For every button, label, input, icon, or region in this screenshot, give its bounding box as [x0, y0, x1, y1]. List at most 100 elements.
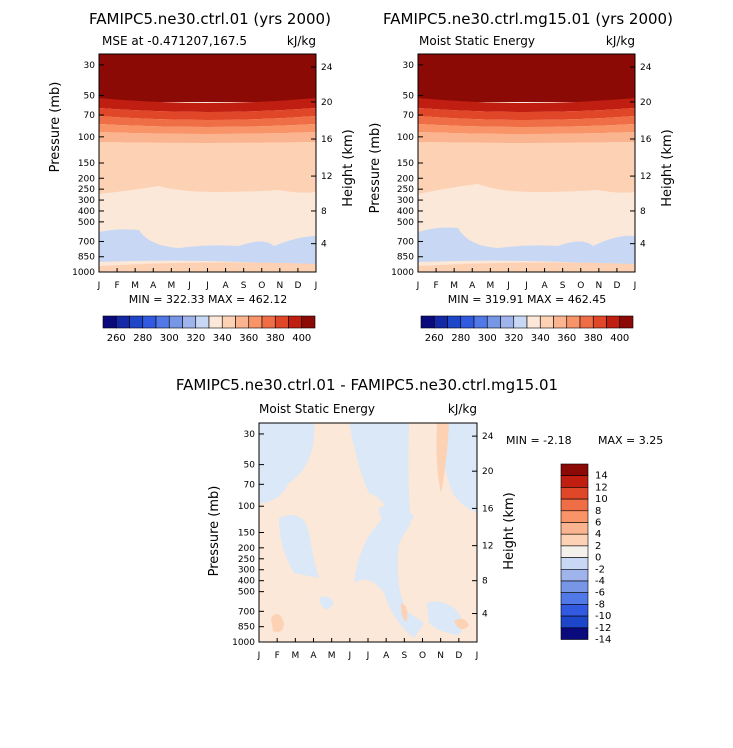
- month-tick-label: F: [275, 651, 280, 661]
- colorbar-swatch: [115, 315, 130, 329]
- colorbar-swatch: [560, 580, 589, 593]
- month-tick-label: S: [401, 651, 407, 661]
- panel-3-neg-1: [259, 423, 315, 503]
- pressure-tick-label: 400: [238, 577, 255, 587]
- panel-3-units: kJ/kg: [448, 402, 477, 416]
- colorbar-label: 280: [451, 333, 470, 344]
- height-tick-label: 4: [321, 240, 327, 250]
- colorbar-swatch: [513, 315, 528, 329]
- height-tick-label: 4: [482, 610, 488, 620]
- pressure-tick-label: 1000: [391, 268, 414, 278]
- month-tick-label: D: [294, 281, 301, 291]
- panel-2-band-380: [418, 108, 635, 120]
- colorbar-label: 10: [595, 494, 608, 505]
- month-tick-label: F: [114, 281, 119, 291]
- panel-2-band-360: [418, 124, 635, 134]
- colorbar-swatch: [102, 315, 117, 329]
- pressure-tick-label: 200: [78, 174, 95, 184]
- colorbar-swatch: [560, 475, 589, 488]
- axes-layer: 3050701001502002503004005007008501000481…: [72, 61, 652, 661]
- panel-2-plot: [417, 53, 636, 273]
- panel-3-pos-1: [436, 423, 449, 493]
- colorbar-label: 400: [610, 333, 629, 344]
- pressure-tick-label: 1000: [72, 268, 95, 278]
- colorbar-label: 320: [504, 333, 523, 344]
- height-tick-label: 20: [321, 98, 333, 108]
- colorbar-label: 400: [292, 333, 311, 344]
- colorbar-label: -14: [595, 635, 611, 646]
- panel-3-neg-2: [349, 423, 424, 638]
- month-tick-label: J: [187, 281, 191, 291]
- height-tick-label: 12: [640, 172, 651, 182]
- colorbar-swatch: [553, 315, 568, 329]
- panel-1-ylabel-right: Height (km): [341, 129, 356, 206]
- month-tick-label: A: [222, 281, 229, 291]
- pressure-tick-label: 50: [244, 461, 256, 471]
- pressure-tick-label: 700: [238, 607, 255, 617]
- colorbar-swatch: [560, 533, 589, 547]
- colorbar-label: 340: [531, 333, 550, 344]
- panel-3-pos-2: [271, 614, 284, 632]
- colorbar-swatch: [560, 615, 589, 629]
- panel-3-neg-4: [442, 423, 477, 513]
- month-tick-label: O: [577, 281, 584, 291]
- colorbar-label: 6: [595, 518, 601, 529]
- panel-1-stats: MIN = 322.33 MAX = 462.12: [129, 293, 287, 306]
- panel-3-neg-6: [319, 596, 334, 610]
- panel-2-band-390: [418, 98, 635, 112]
- pressure-tick-label: 100: [397, 133, 414, 143]
- colorbar-swatch: [560, 487, 589, 500]
- height-tick-label: 16: [321, 135, 333, 145]
- colorbar-swatch: [592, 315, 607, 329]
- colorbar-label: 2: [595, 541, 601, 552]
- panel-1-band-320: [99, 229, 316, 266]
- month-tick-label: J: [205, 281, 209, 291]
- panel-3-ylabel: Pressure (mb): [207, 486, 222, 577]
- colorbar-swatch: [486, 315, 501, 329]
- colorbar-swatch: [560, 568, 589, 582]
- colorbar-label: 320: [186, 333, 205, 344]
- month-tick-label: A: [541, 281, 548, 291]
- month-tick-label: M: [450, 281, 458, 291]
- colorbar-swatch: [560, 592, 589, 605]
- height-tick-label: 20: [640, 98, 652, 108]
- panel-1-band-370: [99, 116, 316, 127]
- month-tick-label: J: [97, 281, 101, 291]
- month-tick-label: D: [455, 651, 462, 661]
- colorbar-label: 380: [266, 333, 285, 344]
- pressure-tick-label: 150: [78, 159, 95, 169]
- panel-1-subtitle: MSE at -0.471207,167.5: [102, 34, 247, 48]
- pressure-tick-label: 500: [238, 588, 255, 598]
- panel-3-neg-5: [379, 504, 414, 523]
- pressure-tick-label: 300: [78, 196, 95, 206]
- colorbar-label: -2: [595, 564, 605, 575]
- pressure-tick-label: 400: [78, 207, 95, 217]
- month-tick-label: D: [613, 281, 620, 291]
- colorbar-swatch: [560, 510, 589, 523]
- colorbar-swatch: [195, 315, 210, 329]
- panel-1-colorbar: 260 280 300 320 340 360 380 400: [102, 315, 316, 344]
- pressure-tick-label: 500: [78, 218, 95, 228]
- month-tick-label: F: [433, 281, 438, 291]
- panel-2-units: kJ/kg: [606, 34, 635, 48]
- panel-2-band-320: [418, 227, 635, 266]
- colorbar-label: -6: [595, 588, 605, 599]
- month-tick-label: M: [167, 281, 175, 291]
- height-tick-label: 24: [640, 63, 652, 73]
- colorbar-label: -4: [595, 576, 605, 587]
- pressure-tick-label: 300: [238, 566, 255, 576]
- month-tick-label: J: [416, 281, 420, 291]
- panel-2-ylabel-right: Height (km): [660, 129, 675, 206]
- pressure-tick-label: 700: [78, 237, 95, 247]
- month-tick-label: S: [560, 281, 566, 291]
- colorbar-label: 12: [595, 482, 608, 493]
- colorbar-label: 4: [595, 529, 601, 540]
- height-tick-label: 12: [482, 542, 493, 552]
- colorbar-swatch: [433, 315, 448, 329]
- colorbar-swatch: [560, 463, 589, 476]
- colorbar-swatch: [560, 522, 589, 535]
- colorbar-swatch: [560, 498, 589, 512]
- panel-2-colorbar: 260 280 300 320 340 360 380 400: [420, 315, 634, 344]
- panel-1-plot: [98, 53, 317, 273]
